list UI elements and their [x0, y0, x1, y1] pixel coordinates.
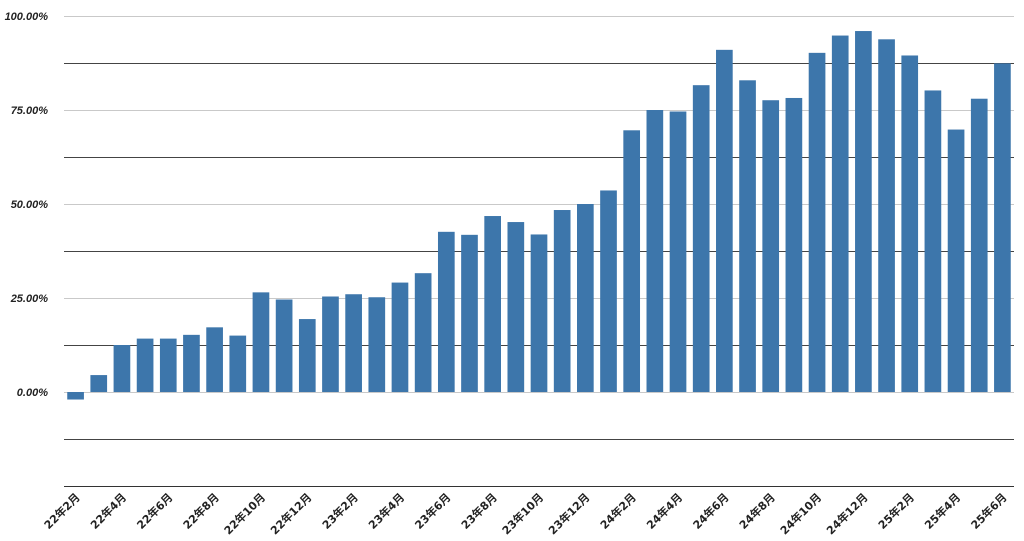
- bar-6: [206, 327, 223, 392]
- bar-14: [391, 282, 409, 392]
- x-tick-label: 23年8月: [458, 490, 500, 532]
- x-tick-label: 24年4月: [643, 490, 685, 532]
- bar-22: [577, 204, 594, 392]
- bar-36: [901, 55, 919, 392]
- x-tick-label: 22年12月: [267, 490, 314, 537]
- bar-16: [437, 231, 455, 392]
- bar-3: [136, 338, 154, 392]
- x-tick-label: 22年8月: [180, 490, 222, 532]
- bar-26: [669, 111, 687, 392]
- x-tick-label: 23年4月: [365, 490, 407, 532]
- x-tick-label: 24年2月: [597, 490, 639, 532]
- bar-0: [67, 392, 84, 400]
- bar-20: [530, 234, 548, 392]
- bar-37: [924, 90, 942, 392]
- bar-12: [345, 294, 362, 392]
- bar-17: [461, 234, 478, 392]
- bar-5: [183, 334, 200, 392]
- bar-29: [739, 80, 756, 393]
- y-tick-label: 50.00%: [11, 199, 49, 211]
- y-tick-label: 75.00%: [11, 105, 49, 117]
- x-tick-label: 24年6月: [690, 490, 732, 532]
- x-tick-label: 23年6月: [412, 490, 454, 532]
- bar-24: [623, 130, 641, 393]
- bar-30: [762, 100, 780, 392]
- x-axis-tick-labels: 22年2月 22年4月 22年6月 22年8月 22年10月 22年12月 23年2月 23年…: [41, 490, 1010, 537]
- bar-28: [716, 49, 733, 393]
- bars: [67, 31, 1011, 400]
- bar-34: [855, 31, 872, 392]
- bar-40: [994, 63, 1011, 392]
- bar-19: [507, 222, 525, 392]
- bar-18: [484, 216, 501, 392]
- x-tick-label: 22年6月: [134, 490, 176, 532]
- x-tick-label: 24年12月: [823, 490, 870, 537]
- y-tick-label: 100.00%: [5, 11, 49, 23]
- y-axis-tick-labels: 100.00% 75.00% 50.00% 25.00% 0.00%: [5, 11, 49, 399]
- bar-39: [970, 98, 988, 392]
- y-tick-label: 0.00%: [17, 387, 48, 399]
- x-tick-label: 24年10月: [777, 490, 824, 537]
- x-tick-label: 22年2月: [41, 490, 83, 532]
- x-tick-label: 25年6月: [968, 490, 1010, 532]
- bar-7: [229, 335, 247, 392]
- bar-21: [553, 210, 571, 392]
- x-tick-label: 23年2月: [319, 490, 361, 532]
- x-tick-label: 24年8月: [736, 490, 778, 532]
- bar-2: [113, 345, 131, 392]
- bar-8: [252, 292, 270, 392]
- bar-33: [831, 35, 849, 393]
- x-tick-label: 23年10月: [499, 490, 546, 537]
- bar-13: [368, 297, 386, 392]
- bar-25: [646, 110, 664, 392]
- bar-35: [878, 39, 895, 393]
- bar-4: [159, 338, 177, 392]
- bar-27: [692, 85, 710, 393]
- bar-38: [947, 129, 965, 393]
- y-tick-label: 25.00%: [10, 293, 49, 305]
- x-tick-label: 22年4月: [87, 490, 129, 532]
- bar-32: [808, 52, 826, 392]
- x-tick-label: 23年12月: [545, 490, 592, 537]
- bar-23: [600, 190, 617, 392]
- x-tick-label: 25年2月: [875, 490, 917, 532]
- bar-1: [90, 375, 108, 392]
- bar-15: [414, 273, 432, 392]
- bar-9: [275, 299, 293, 392]
- x-tick-label: 25年4月: [921, 490, 963, 532]
- bar-31: [785, 97, 803, 392]
- bar-11: [322, 296, 339, 392]
- bar-10: [298, 319, 316, 392]
- x-tick-label: 22年10月: [221, 490, 268, 537]
